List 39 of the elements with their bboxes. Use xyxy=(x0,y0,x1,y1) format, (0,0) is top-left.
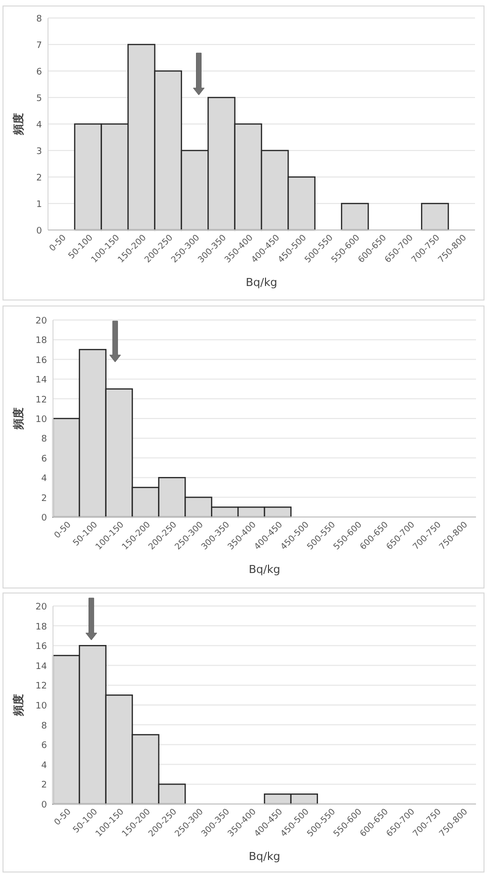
y-tick-label: 14 xyxy=(36,376,48,386)
y-tick-label: 6 xyxy=(41,741,48,752)
y-tick-label: 6 xyxy=(36,68,42,78)
bar xyxy=(340,202,369,231)
y-tick-label: 5 xyxy=(36,94,42,104)
x-axis-title: Bq/kg xyxy=(248,563,280,576)
y-tick-label: 2 xyxy=(41,780,47,791)
y-tick-label: 6 xyxy=(41,454,48,464)
y-tick-label: 0 xyxy=(41,800,48,810)
y-tick-label: 8 xyxy=(41,434,48,445)
y-tick-label: 20 xyxy=(36,316,48,326)
y-tick-label: 14 xyxy=(36,662,48,672)
y-tick-label: 1 xyxy=(36,200,42,210)
y-tick-label: 4 xyxy=(41,760,48,771)
y-tick-label: 10 xyxy=(36,415,48,425)
y-tick-label: 4 xyxy=(36,120,42,130)
y-axis-title: 頻度 xyxy=(12,408,25,430)
y-tick-label: 12 xyxy=(36,395,47,406)
y-tick-label: 8 xyxy=(36,14,42,24)
y-tick-label: 16 xyxy=(36,642,48,652)
x-axis-title: Bq/kg xyxy=(248,850,280,863)
bar xyxy=(421,202,449,231)
y-tick-label: 16 xyxy=(36,356,48,366)
y-tick-label: 20 xyxy=(36,602,48,612)
y-tick-label: 2 xyxy=(41,494,47,504)
y-tick-label: 2 xyxy=(36,174,42,184)
y-tick-label: 0 xyxy=(36,226,42,236)
x-axis-title: Bq/kg xyxy=(246,276,278,289)
y-tick-label: 4 xyxy=(41,474,48,484)
y-tick-label: 18 xyxy=(36,622,48,632)
y-tick-label: 12 xyxy=(36,682,47,692)
y-tick-label: 18 xyxy=(36,336,48,346)
y-axis-title: 頻度 xyxy=(12,694,25,717)
y-tick-label: 3 xyxy=(36,147,42,157)
y-tick-label: 8 xyxy=(41,721,48,732)
y-tick-label: 7 xyxy=(36,41,42,51)
y-tick-label: 0 xyxy=(41,514,48,524)
y-axis-title: 頻度 xyxy=(12,113,25,136)
y-tick-label: 10 xyxy=(36,702,48,712)
